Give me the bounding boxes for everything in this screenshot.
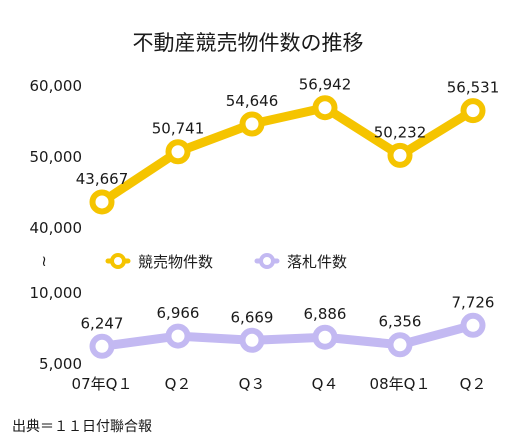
x-tick-label: Q４ (312, 375, 339, 393)
y-tick-label: 60,000 (30, 77, 83, 95)
legend-item-winning-bid: 落札件数 (254, 253, 347, 271)
series-winning-bid-point (165, 323, 191, 349)
chart-title: 不動産競売物件数の推移 (133, 31, 364, 55)
series-auction-point (460, 98, 486, 124)
series-winning-bid-data-label: 6,966 (157, 304, 200, 322)
series-auction-data-label: 56,531 (447, 79, 500, 97)
source-note: 出典＝１１日付聯合報 (12, 419, 152, 435)
y-tick-label: 40,000 (30, 219, 83, 237)
x-tick-label: Q２ (460, 375, 487, 393)
plot-area: 43,667 50,741 54,646 56,942 50,232 56,531 6,24… (76, 76, 500, 359)
series-auction-point (387, 142, 413, 168)
series-winning-bid-data-label: 6,247 (81, 314, 124, 332)
series-auction-data-label: 54,646 (226, 92, 279, 110)
legend-item-auction: 競売物件数 (105, 253, 213, 271)
y-tick-label: 50,000 (30, 148, 83, 166)
legend-swatch-marker (110, 253, 126, 269)
x-tick-label: 08年Q１ (370, 375, 431, 393)
series-winning-bid-data-label: 6,356 (379, 313, 422, 331)
series-auction-data-label: 50,741 (152, 120, 205, 138)
series-auction-data-label: 50,232 (374, 123, 427, 141)
series-auction-point (165, 139, 191, 165)
series-winning-bid-data-label: 6,669 (231, 308, 274, 326)
series-winning-bid-point (387, 332, 413, 358)
series-auction-point (89, 189, 115, 215)
series-auction-point (239, 111, 265, 137)
y-tick-label: 5,000 (39, 355, 82, 373)
series-winning-bid-point (239, 327, 265, 353)
y-axis: 60,000 50,000 40,000 10,000 5,000 ≀ (30, 77, 83, 373)
series-winning-bid-line (97, 320, 478, 351)
series-auction-point (312, 95, 338, 121)
series-winning-bid-point (312, 324, 338, 350)
x-tick-label: 07年Q１ (72, 375, 133, 393)
axis-break-symbol: ≀ (41, 252, 47, 270)
legend-label: 競売物件数 (138, 253, 213, 271)
legend-label: 落札件数 (287, 253, 347, 271)
series-winning-bid-data-label: 6,886 (304, 305, 347, 323)
legend: 競売物件数 落札件数 (105, 253, 347, 271)
x-axis: 07年Q１ Q２ Q３ Q４ 08年Q１ Q２ (72, 375, 487, 393)
legend-swatch-marker (259, 253, 275, 269)
y-tick-label: 10,000 (30, 284, 83, 302)
series-auction-data-label: 43,667 (76, 170, 129, 188)
x-tick-label: Q３ (239, 375, 266, 393)
series-winning-bid-point (89, 333, 115, 359)
series-auction-data-label: 56,942 (299, 76, 352, 94)
x-tick-label: Q２ (165, 375, 192, 393)
series-auction-line (97, 103, 478, 207)
series-winning-bid-data-label: 7,726 (452, 293, 495, 311)
series-winning-bid-point (460, 312, 486, 338)
